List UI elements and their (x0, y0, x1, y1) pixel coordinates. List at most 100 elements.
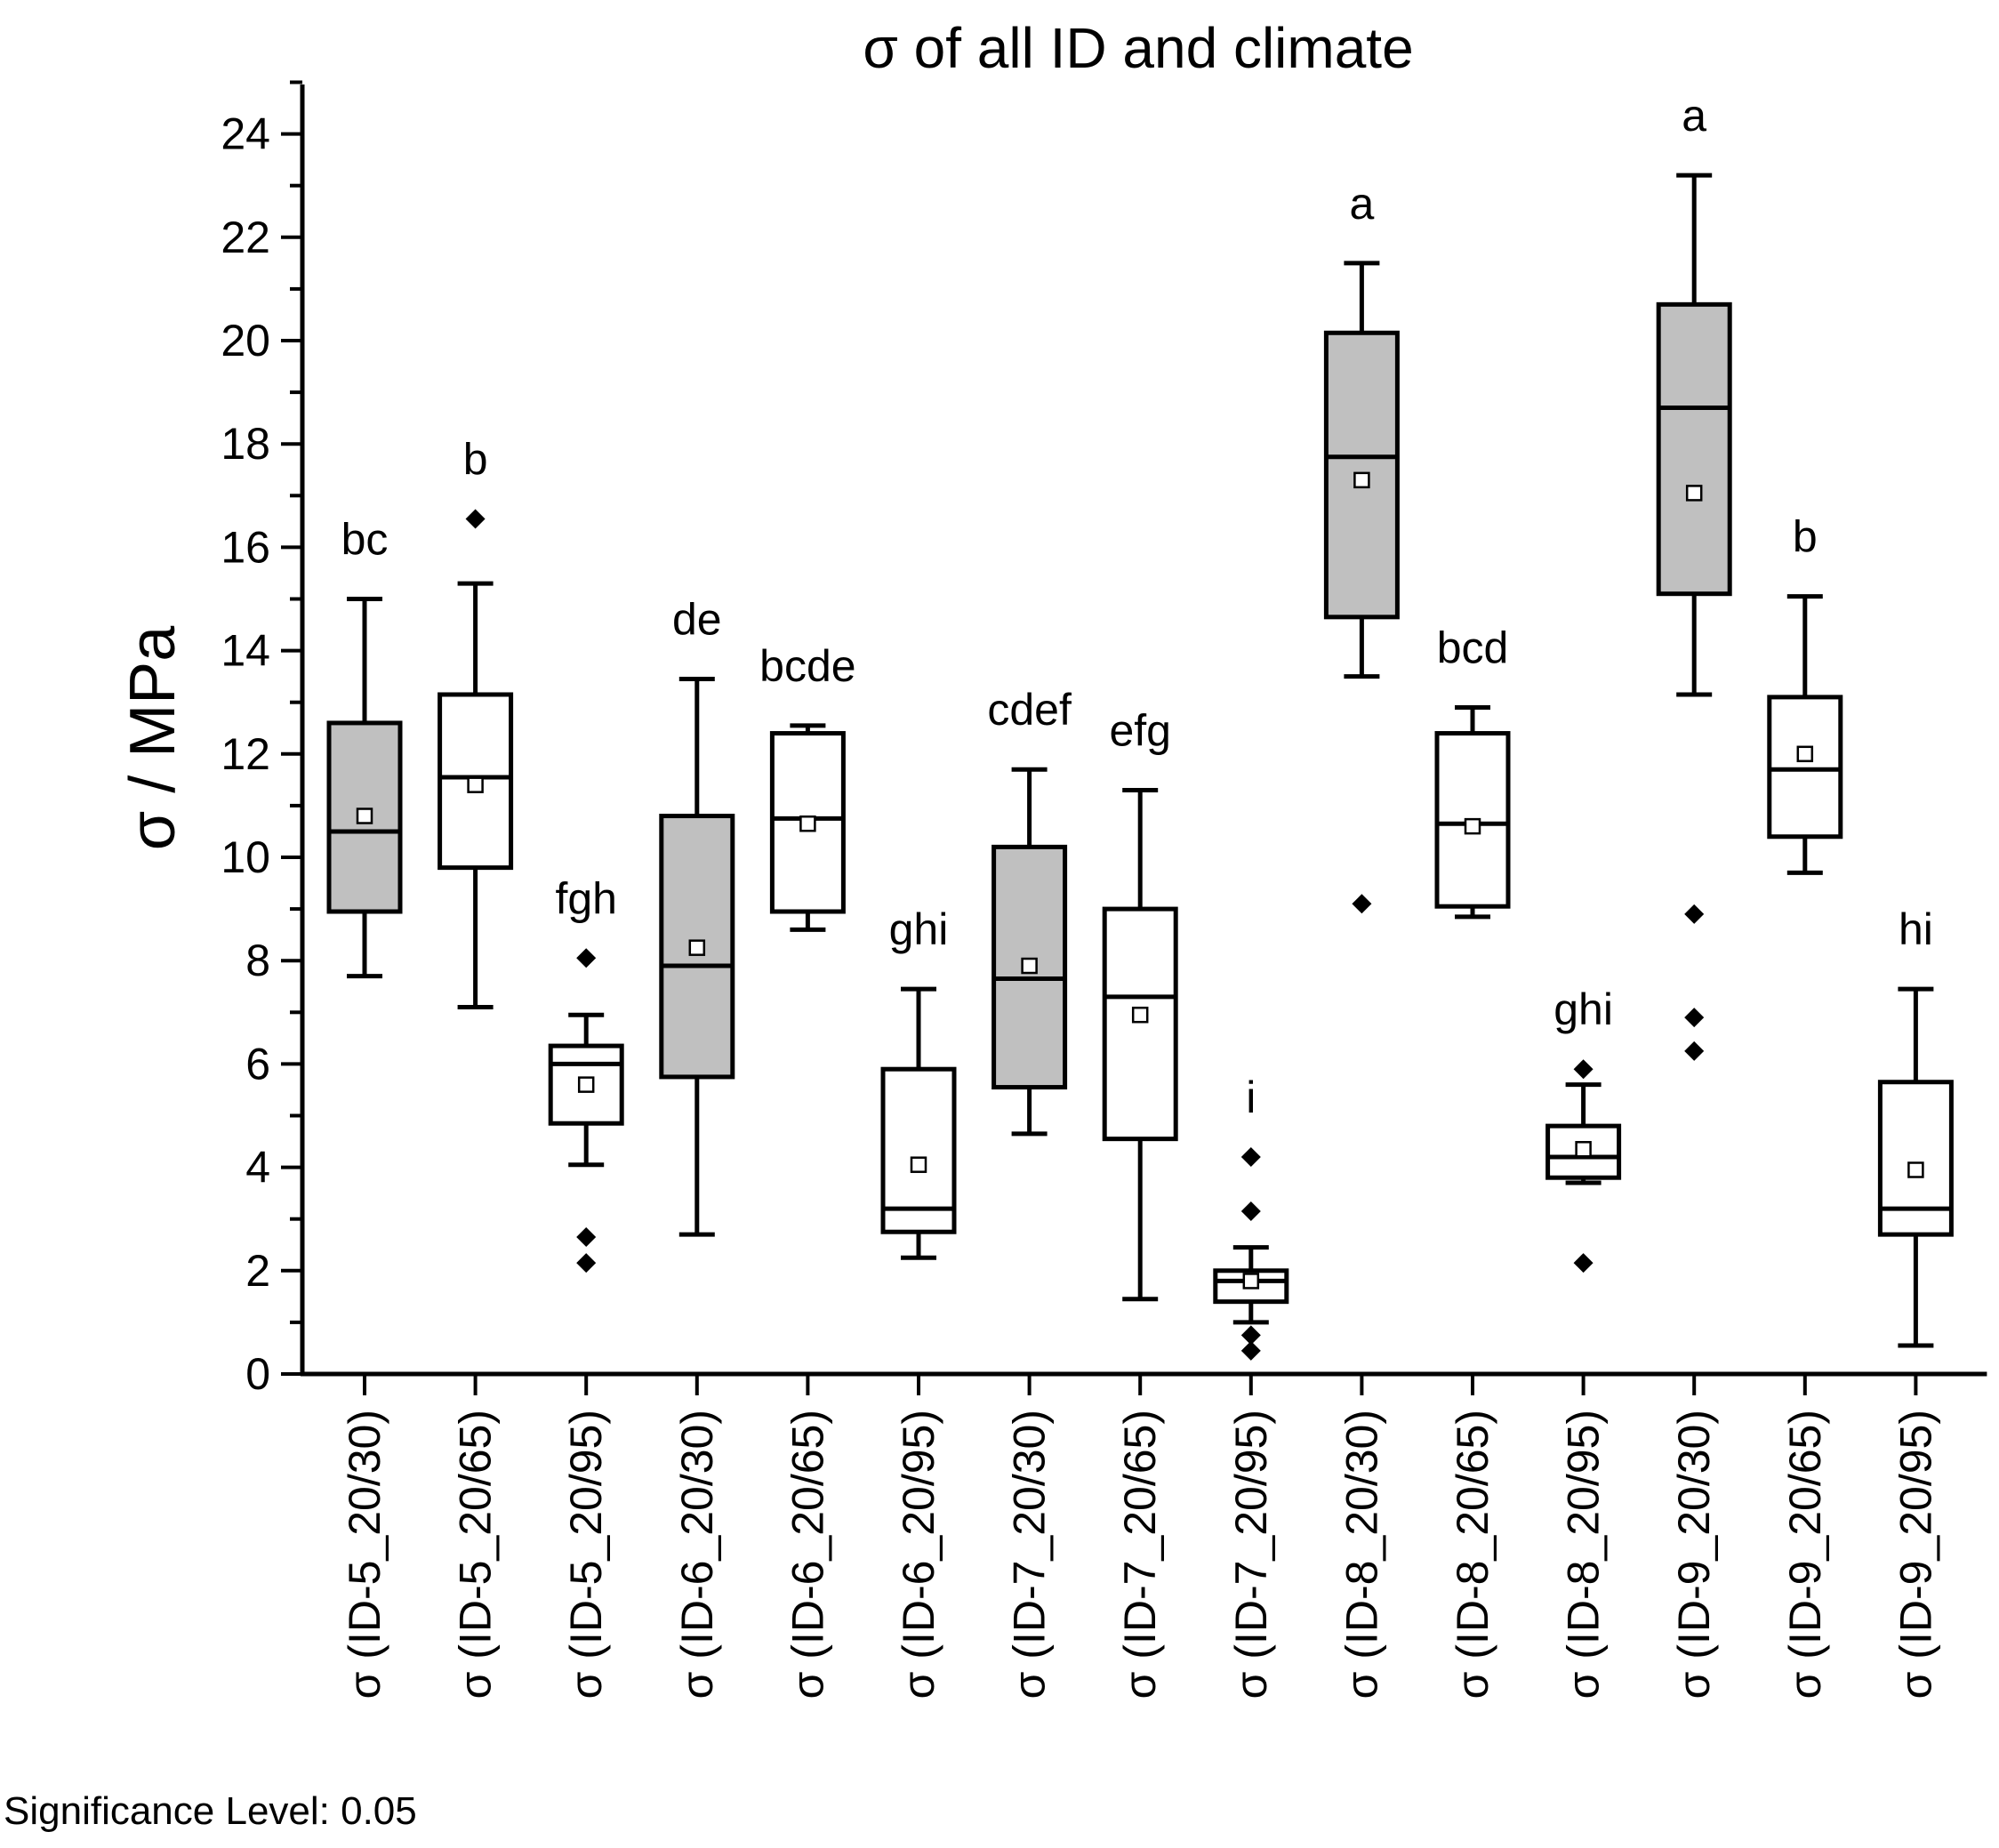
x-tick-label: σ (ID-7_20/30) (1005, 1410, 1055, 1699)
group-letter: efg (1109, 705, 1171, 755)
box-8: σ (ID-7_20/65) efg (1102, 705, 1178, 1699)
box-15: σ (ID-9_20/95) hi (1877, 904, 1954, 1699)
mean-marker (799, 815, 816, 832)
x-tick-label: σ (ID-9_20/95) (1891, 1410, 1940, 1699)
significance-footnote: Significance Level: 0.05 (4, 1789, 417, 1833)
box-11: σ (ID-8_20/65) bcd (1434, 623, 1511, 1699)
box-13: σ (ID-9_20/30) a (1656, 91, 1732, 1699)
x-tick-label: σ (ID-5_20/65) (451, 1410, 501, 1699)
x-tick-label: σ (ID-9_20/30) (1669, 1410, 1719, 1699)
mean-marker (1575, 1141, 1592, 1158)
box-5: σ (ID-6_20/65) bcde (759, 641, 855, 1699)
outlier-point (1684, 1041, 1705, 1061)
group-letter: fgh (555, 873, 617, 923)
iqr-box (1102, 906, 1178, 1142)
mean-marker (1353, 471, 1370, 489)
group-letter: a (1349, 179, 1374, 229)
mean-marker (577, 1076, 595, 1093)
y-tick-label: 14 (221, 626, 270, 676)
outlier-point (576, 948, 597, 968)
y-tick-label: 0 (245, 1349, 270, 1399)
outlier-point (1240, 1340, 1261, 1361)
y-tick-label: 4 (245, 1143, 270, 1193)
box-3: σ (ID-5_20/95) fgh (548, 873, 624, 1699)
box-1: σ (ID-5_20/30) bc (326, 515, 403, 1699)
outlier-point (576, 1253, 597, 1274)
mean-marker (1131, 1006, 1149, 1024)
box-4: σ (ID-6_20/30) de (659, 595, 735, 1699)
y-tick-label: 8 (245, 936, 270, 985)
mean-marker (1464, 817, 1481, 835)
outlier-point (1573, 1253, 1594, 1274)
y-tick-label: 6 (245, 1039, 270, 1089)
y-tick-label: 10 (221, 832, 270, 882)
y-tick-label: 18 (221, 419, 270, 469)
mean-marker (688, 939, 706, 956)
y-tick-label: 16 (221, 522, 270, 572)
x-tick-label: σ (ID-5_20/30) (340, 1410, 389, 1699)
y-axis-label: σ / MPa (117, 625, 189, 850)
iqr-box (1656, 301, 1732, 597)
iqr-box (548, 1043, 624, 1126)
outlier-point (465, 509, 486, 529)
y-tick-label: 24 (221, 109, 270, 159)
group-letter: de (672, 595, 722, 645)
x-tick-label: σ (ID-8_20/95) (1559, 1410, 1609, 1699)
box-10: σ (ID-8_20/30) a (1323, 179, 1400, 1699)
group-letter: a (1682, 91, 1706, 141)
x-tick-label: σ (ID-8_20/65) (1448, 1410, 1497, 1699)
group-letter: hi (1899, 904, 1933, 954)
mean-marker (467, 776, 484, 793)
x-tick-label: σ (ID-7_20/65) (1115, 1410, 1165, 1699)
group-letter: cdef (987, 685, 1072, 735)
iqr-box (1767, 695, 1843, 840)
mean-marker (1685, 485, 1703, 502)
x-tick-label: σ (ID-6_20/30) (672, 1410, 722, 1699)
iqr-box (1545, 1123, 1622, 1180)
x-tick-label: σ (ID-6_20/95) (894, 1410, 943, 1699)
outlier-point (1684, 904, 1705, 924)
box-6: σ (ID-6_20/95) ghi (880, 904, 957, 1699)
iqr-box (1877, 1080, 1954, 1237)
group-letter: bcde (759, 641, 855, 691)
chart-title: σ of all ID and climate (863, 16, 1413, 80)
x-tick-label: σ (ID-9_20/65) (1780, 1410, 1830, 1699)
outlier-point (1573, 1059, 1594, 1080)
iqr-box (880, 1066, 957, 1234)
x-tick-label: σ (ID-6_20/65) (783, 1410, 832, 1699)
mean-marker (1242, 1273, 1260, 1290)
mean-marker (1907, 1161, 1924, 1178)
outlier-point (1352, 894, 1372, 914)
group-letter: b (463, 434, 488, 484)
mean-marker (1796, 745, 1814, 763)
iqr-box (1434, 731, 1511, 909)
group-letter: ghi (889, 904, 949, 954)
box-2: σ (ID-5_20/65) b (438, 434, 514, 1699)
y-tick-label: 22 (221, 213, 270, 262)
group-letter: i (1246, 1073, 1256, 1122)
group-letter: b (1793, 512, 1818, 562)
x-tick-label: σ (ID-5_20/95) (561, 1410, 611, 1699)
group-letter: bcd (1437, 623, 1509, 673)
y-tick-label: 2 (245, 1246, 270, 1296)
mean-marker (910, 1156, 927, 1173)
x-tick-label: σ (ID-8_20/30) (1337, 1410, 1386, 1699)
iqr-box (769, 731, 846, 914)
outlier-point (1684, 1008, 1705, 1028)
outlier-point (1240, 1201, 1261, 1221)
group-letter: bc (341, 515, 389, 565)
outlier-point (1240, 1146, 1261, 1167)
box-9: σ (ID-7_20/95) i (1213, 1073, 1289, 1699)
x-tick-label: σ (ID-7_20/95) (1226, 1410, 1276, 1699)
mean-marker (1021, 957, 1038, 975)
box-7: σ (ID-7_20/30) cdef (987, 685, 1072, 1699)
box-12: σ (ID-8_20/95) ghi (1545, 984, 1622, 1699)
box-14: σ (ID-9_20/65) b (1767, 512, 1843, 1699)
outlier-point (576, 1227, 597, 1248)
mean-marker (356, 807, 373, 824)
outlier-point (1240, 1325, 1261, 1346)
y-tick-label: 12 (221, 729, 270, 779)
group-letter: ghi (1553, 984, 1613, 1034)
